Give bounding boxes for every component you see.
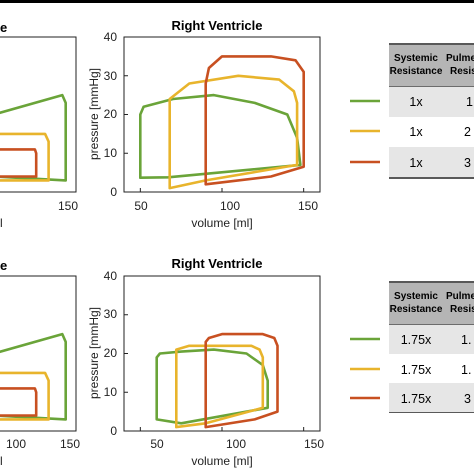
y-axis-label: pressure [mmHg] xyxy=(87,68,101,160)
panel-title: Right Ventricle xyxy=(171,18,262,33)
plot-area xyxy=(0,332,67,421)
axis-ticks xyxy=(124,36,305,193)
table-row-shade xyxy=(389,325,474,354)
table-cell-pulmonary: 1 xyxy=(466,95,473,109)
table-cell-systemic: 1x xyxy=(409,95,423,109)
y-tick-label: 20 xyxy=(104,107,118,121)
table-cell-systemic: 1.75x xyxy=(401,363,432,377)
x-tick-label: 150 xyxy=(304,437,324,451)
panel-top-left: e 150 l xyxy=(0,20,78,230)
table-cell-pulmonary: 3 xyxy=(464,392,471,406)
table-header-pulmonary: Pulme xyxy=(446,53,474,64)
table-header-systemic: Systemic xyxy=(394,53,438,64)
table-cell-pulmonary: 1. xyxy=(461,333,471,347)
plot-area xyxy=(155,332,279,429)
panel-bottom-left: e 100 150 l xyxy=(0,258,80,468)
y-tick-label: 30 xyxy=(104,69,118,83)
table-cell-systemic: 1x xyxy=(409,125,423,139)
y-tick-label: 0 xyxy=(110,185,117,199)
pv-loop-series-1 xyxy=(0,93,67,182)
table-header-pulmonary: Pulme xyxy=(446,291,474,302)
panel-bottom-right: Right Ventricle 50 100 150 0 10 20 30 40… xyxy=(87,256,324,468)
x-tick-label: 150 xyxy=(298,199,318,213)
table-row-shade xyxy=(389,87,474,117)
x-tick-label: 50 xyxy=(150,437,164,451)
panel-title: e xyxy=(0,20,7,35)
table-header-systemic: Resistance xyxy=(390,66,443,77)
pv-loop-series-3 xyxy=(0,387,38,417)
panel-top-right: Right Ventricle 50 100 150 0 10 20 30 40… xyxy=(87,18,321,230)
pv-loop-series-2 xyxy=(0,132,50,182)
pv-loop-series-3 xyxy=(204,55,305,186)
x-tick-label: 150 xyxy=(58,199,78,213)
resistance-table-top: Systemic Resistance Pulme Resista 1x 1x … xyxy=(350,43,474,179)
table-row-shade xyxy=(389,147,474,177)
panel-title: e xyxy=(0,258,7,273)
x-axis-label: volume [ml] xyxy=(191,216,252,230)
table-header-pulmonary: Resista xyxy=(450,66,474,77)
table-cell-systemic: 1x xyxy=(409,156,423,170)
table-cell-systemic: 1.75x xyxy=(401,333,432,347)
y-tick-label: 20 xyxy=(104,346,118,360)
x-tick-label: 150 xyxy=(60,437,80,451)
plot-area xyxy=(0,93,67,182)
table-cell-pulmonary: 3 xyxy=(464,156,471,170)
panel-title: Right Ventricle xyxy=(171,256,262,271)
table-cell-pulmonary: 1. xyxy=(461,363,471,377)
plot-area xyxy=(139,55,305,190)
y-tick-label: 0 xyxy=(110,424,117,438)
x-tick-label: 50 xyxy=(134,199,148,213)
axis-ticks xyxy=(124,275,305,432)
table-cell-pulmonary: 2 xyxy=(464,125,471,139)
x-tick-label-partial: l xyxy=(0,216,3,230)
pv-loop-series-3 xyxy=(0,148,38,178)
y-tick-label: 10 xyxy=(104,385,118,399)
pv-loop-series-2 xyxy=(175,344,265,429)
pv-loop-series-2 xyxy=(0,371,50,421)
y-tick-label: 40 xyxy=(104,269,118,283)
table-header-pulmonary: Resista xyxy=(450,304,474,315)
y-tick-label: 40 xyxy=(104,30,118,44)
y-axis-label: pressure [mmHg] xyxy=(87,307,101,399)
x-tick-label: 100 xyxy=(226,437,246,451)
top-border xyxy=(0,0,474,3)
pv-loop-series-2 xyxy=(168,74,299,190)
y-tick-label: 10 xyxy=(104,146,118,160)
pv-loop-series-1 xyxy=(139,93,302,179)
table-header-systemic: Resistance xyxy=(390,304,443,315)
table-header-bg xyxy=(389,45,474,87)
pv-loop-series-1 xyxy=(0,332,67,421)
plot-frame xyxy=(0,275,77,432)
table-header-bg xyxy=(389,283,474,325)
plot-frame xyxy=(0,36,77,193)
x-axis-label: volume [ml] xyxy=(191,454,252,468)
table-header-systemic: Systemic xyxy=(394,291,438,302)
plot-frame xyxy=(123,275,321,432)
table-row-shade xyxy=(389,383,474,412)
x-tick-label: 100 xyxy=(6,437,26,451)
pv-loop-series-3 xyxy=(204,332,279,429)
x-tick-label: 100 xyxy=(220,199,240,213)
y-tick-label: 30 xyxy=(104,307,118,321)
table-cell-systemic: 1.75x xyxy=(401,392,432,406)
x-tick-label-partial: l xyxy=(0,454,3,468)
resistance-table-bottom: Systemic Resistance Pulme Resista 1.75x … xyxy=(350,281,474,413)
